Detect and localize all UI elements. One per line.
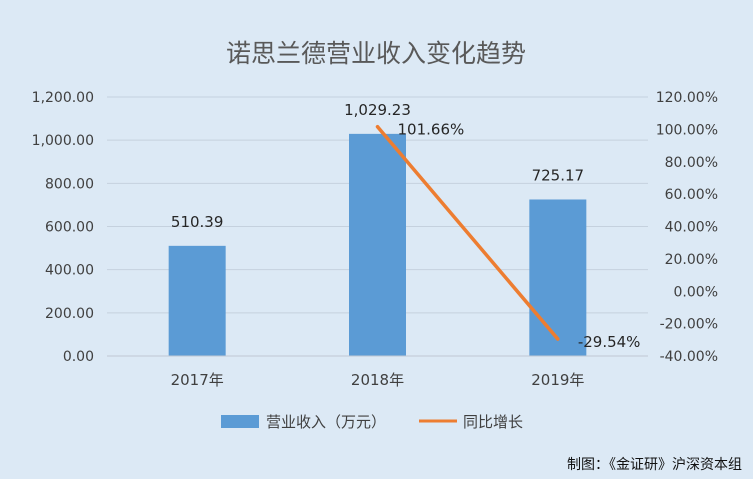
credit-text: 制图：《金证研》沪深资本组 (567, 457, 742, 473)
x-tick-label: 2017年 (171, 371, 224, 389)
left-tick-label: 1,200.00 (32, 90, 94, 106)
x-tick-label: 2018年 (351, 371, 404, 389)
legend-label-growth: 同比增长 (463, 413, 523, 431)
left-tick-label: 600.00 (45, 220, 94, 236)
left-tick-label: 1,000.00 (32, 133, 94, 149)
growth-point (376, 125, 379, 129)
growth-data-label: -29.54% (578, 333, 641, 351)
right-tick-label: 20.00% (665, 252, 718, 268)
line-series: 101.66% -29.54% (375, 121, 641, 351)
right-tick-label: 0.00% (674, 284, 718, 300)
right-tick-label: 40.00% (665, 220, 718, 236)
right-tick-label: -20.00% (660, 317, 718, 333)
growth-data-label: 101.66% (398, 121, 465, 139)
right-axis: -40.00% -20.00% 0.00% 20.00% 40.00% 60.00% 80.… (656, 90, 718, 365)
bar-revenue (168, 245, 226, 356)
legend: 营业收入（万元） 同比增长 (221, 413, 523, 431)
bar-data-label: 725.17 (532, 166, 585, 184)
legend-swatch-revenue (221, 415, 259, 428)
x-axis: 2017年 2018年 2019年 (107, 355, 648, 389)
right-tick-label: 60.00% (665, 187, 718, 203)
growth-line (375, 124, 560, 341)
legend-label-revenue: 营业收入（万元） (266, 413, 386, 431)
left-axis: 0.00 200.00 400.00 600.00 800.00 1,000.00 1,20… (32, 90, 94, 365)
right-tick-label: 80.00% (665, 155, 718, 171)
x-tick-label: 2019年 (531, 371, 584, 389)
bar-data-label: 1,029.23 (344, 101, 411, 119)
bar-data-label: 510.39 (171, 213, 224, 231)
left-tick-label: 200.00 (45, 306, 94, 322)
left-tick-label: 0.00 (63, 349, 94, 365)
left-tick-label: 800.00 (45, 176, 94, 192)
bar-series: 510.39 1,029.23 725.17 (168, 101, 587, 356)
growth-point (556, 337, 560, 341)
left-tick-label: 400.00 (45, 263, 94, 279)
right-tick-label: 100.00% (656, 122, 718, 138)
right-tick-label: -40.00% (660, 349, 718, 365)
bar-revenue (529, 199, 587, 356)
right-tick-label: 120.00% (656, 90, 718, 106)
bar-revenue (349, 133, 406, 356)
chart-title: 诺思兰德营业收入变化趋势 (226, 39, 526, 68)
